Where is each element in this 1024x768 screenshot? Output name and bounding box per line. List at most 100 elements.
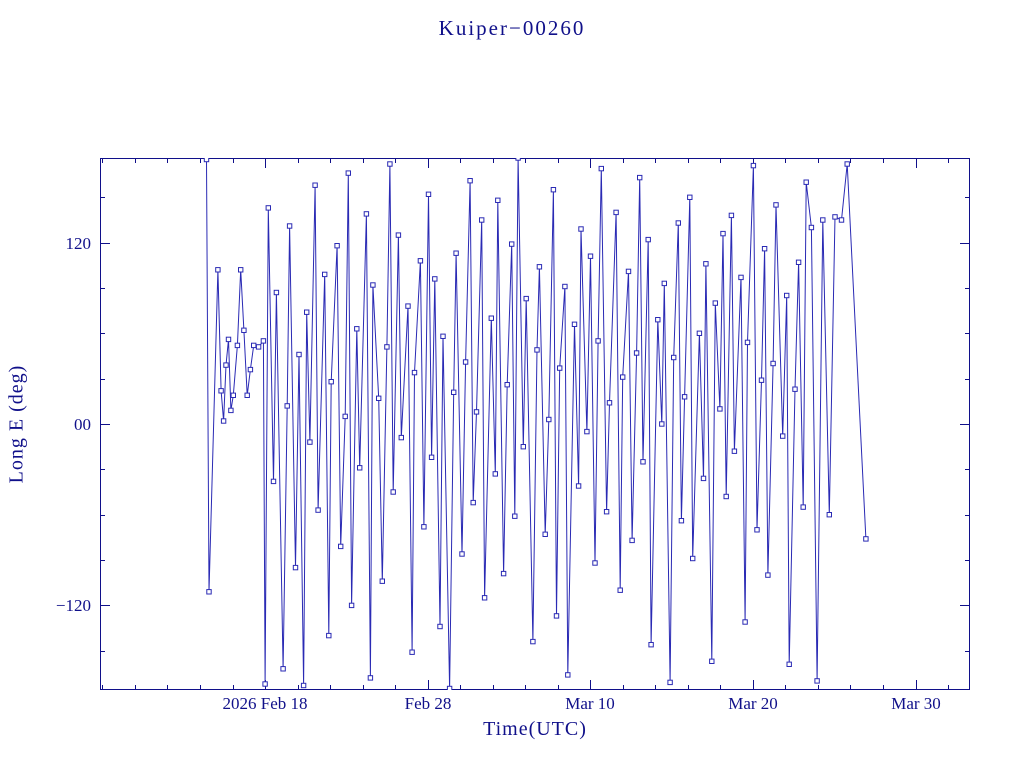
data-point-marker — [370, 282, 376, 288]
data-point-marker — [826, 512, 832, 518]
data-point-marker — [587, 253, 594, 259]
data-point-marker — [260, 338, 267, 344]
y-tick-label: −120 — [56, 596, 91, 615]
data-point-marker — [557, 365, 563, 371]
data-point-marker — [451, 389, 457, 396]
plot-frame — [100, 158, 970, 690]
data-point-marker — [395, 232, 402, 238]
data-point-marker — [520, 444, 526, 450]
data-point-marker — [595, 338, 601, 344]
data-point-marker — [417, 258, 424, 264]
data-point-marker — [675, 220, 681, 226]
data-point-marker — [244, 392, 250, 399]
data-point-marker — [462, 359, 469, 365]
data-point-marker — [300, 682, 307, 689]
data-point-marker — [598, 165, 604, 172]
data-point-marker — [270, 478, 277, 485]
data-point-marker — [379, 578, 386, 584]
data-point-marker — [315, 507, 321, 513]
data-point-marker — [565, 672, 571, 678]
data-point-marker — [492, 471, 499, 477]
data-point-marker — [784, 292, 790, 299]
data-point-marker — [280, 666, 286, 672]
data-point-marker — [844, 161, 850, 167]
data-point-marker — [384, 344, 390, 350]
data-point-marker — [720, 230, 726, 237]
data-point-marker — [225, 336, 232, 343]
data-point-marker — [238, 267, 244, 273]
data-point-marker — [742, 619, 748, 625]
data-point-marker — [398, 434, 405, 441]
data-point-marker — [671, 354, 677, 361]
data-point-marker — [354, 326, 360, 332]
data-point-marker — [470, 499, 476, 506]
data-point-marker — [241, 327, 247, 334]
data-point-marker — [562, 283, 568, 290]
x-axis-label: Time(UTC) — [483, 718, 587, 740]
x-tick-label: 2026 Feb 18 — [223, 694, 308, 713]
data-point-marker — [731, 448, 738, 454]
data-point-marker — [409, 649, 415, 655]
data-point-marker — [773, 202, 779, 208]
data-point-marker — [696, 330, 703, 337]
data-point-marker — [659, 421, 665, 427]
data-point-marker — [387, 161, 393, 167]
data-point-marker — [367, 675, 374, 681]
data-point-marker — [820, 217, 826, 223]
data-point-marker — [255, 344, 262, 350]
data-point-marker — [262, 681, 268, 687]
data-point-marker — [803, 179, 809, 185]
data-point-marker — [633, 350, 640, 356]
data-point-marker — [405, 303, 411, 309]
data-point-marker — [584, 428, 590, 435]
data-point-marker — [523, 295, 529, 302]
data-point-marker — [553, 613, 560, 619]
data-point-marker — [792, 386, 798, 392]
y-tick-label: 120 — [66, 234, 92, 253]
data-point-marker — [780, 433, 786, 439]
data-point-marker — [795, 259, 802, 266]
x-tick-label: Mar 20 — [728, 694, 778, 713]
data-point-marker — [637, 174, 643, 181]
data-point-marker — [703, 261, 709, 267]
data-point-marker — [446, 685, 453, 690]
data-point-marker — [754, 527, 760, 533]
data-point-marker — [770, 360, 776, 367]
data-point-marker — [342, 413, 348, 420]
x-tick-label: Mar 30 — [891, 694, 941, 713]
data-point-marker — [273, 289, 280, 296]
data-point-marker — [709, 658, 715, 664]
data-point-marker — [592, 560, 598, 566]
data-point-marker — [575, 483, 582, 489]
data-point-marker — [814, 678, 820, 684]
data-point-marker — [390, 489, 396, 495]
data-point-marker — [284, 403, 290, 409]
data-point-marker — [473, 409, 480, 415]
data-point-marker — [578, 226, 584, 232]
data-point-marker — [265, 205, 272, 211]
data-point-marker — [411, 369, 418, 376]
data-point-marker — [363, 211, 370, 217]
data-point-marker — [312, 182, 318, 188]
data-point-marker — [800, 504, 806, 510]
data-point-marker — [863, 536, 869, 542]
data-point-marker — [440, 333, 446, 340]
data-point-marker — [744, 339, 751, 346]
plot-title: Kuiper−00260 — [438, 16, 586, 40]
data-point-marker — [728, 212, 735, 219]
data-point-marker — [546, 416, 552, 423]
y-tick-label: 00 — [74, 415, 91, 434]
data-point-marker — [218, 388, 224, 394]
data-point-marker — [758, 377, 765, 383]
data-point-marker — [479, 217, 485, 223]
data-point-marker — [459, 551, 465, 557]
data-point-marker — [761, 246, 768, 252]
data-point-marker — [690, 555, 696, 562]
data-point-marker — [488, 315, 495, 321]
data-point-marker — [348, 602, 355, 609]
data-point-marker — [296, 351, 302, 358]
data-point-marker — [228, 407, 234, 414]
data-point-marker — [678, 518, 685, 524]
data-point-marker — [509, 241, 515, 247]
